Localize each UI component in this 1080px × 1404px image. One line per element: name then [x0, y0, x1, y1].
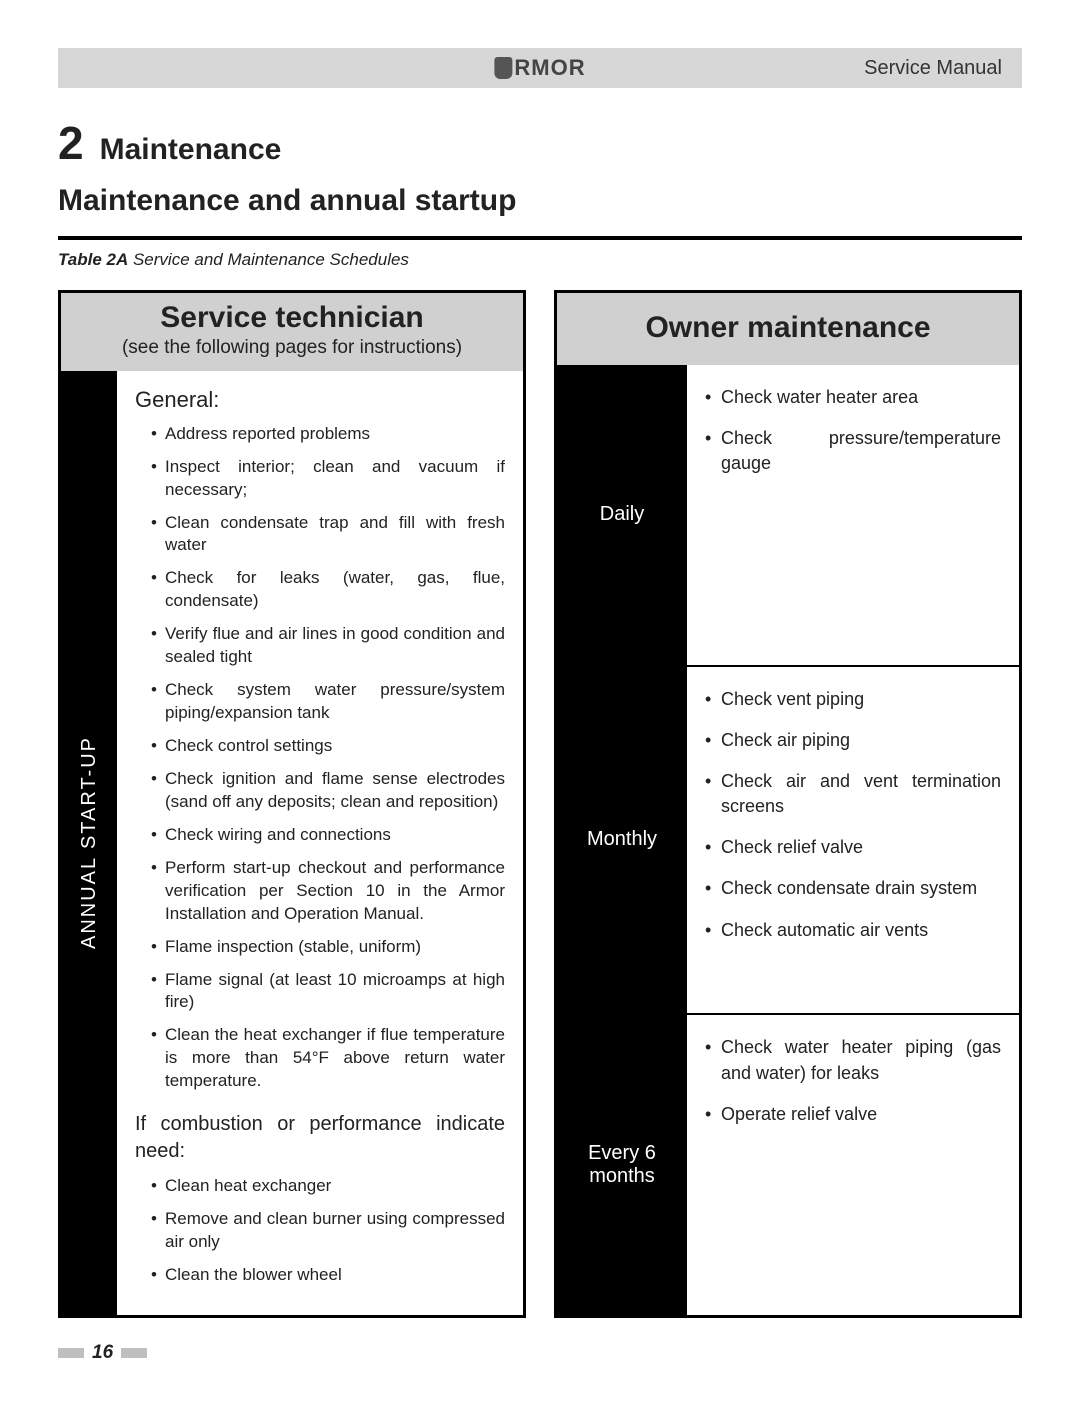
list-item: Check automatic air vents: [705, 918, 1001, 943]
list-item: Clean heat exchanger: [151, 1175, 505, 1198]
service-tech-title: Service technician: [71, 301, 513, 335]
footer-box-icon: [58, 1348, 84, 1358]
chapter-heading: 2 Maintenance: [58, 116, 1022, 170]
service-tech-content: General: Address reported problems Inspec…: [117, 371, 523, 1315]
doc-header: RMOR Service Manual: [58, 48, 1022, 88]
service-technician-card: Service technician (see the following pa…: [58, 290, 526, 1318]
list-item: Check relief valve: [705, 835, 1001, 860]
page-footer: 16: [58, 1342, 1022, 1364]
annual-startup-label: ANNUAL START-UP: [61, 371, 117, 1315]
table-caption: Table 2A Service and Maintenance Schedul…: [58, 250, 1022, 270]
subsection-title: Maintenance and annual startup: [58, 184, 1022, 218]
owner-row: Daily Check water heater area Check pressu…: [557, 365, 1019, 665]
doc-type-label: Service Manual: [864, 57, 1002, 80]
owner-row: Every 6 months Check water heater piping …: [557, 1013, 1019, 1315]
list-item: Check wiring and connections: [151, 824, 505, 847]
list-item: Verify flue and air lines in good condit…: [151, 623, 505, 669]
chapter-number: 2: [58, 116, 84, 170]
list-item: Check control settings: [151, 735, 505, 758]
list-item: Operate relief valve: [705, 1102, 1001, 1127]
brand-text: RMOR: [514, 55, 585, 81]
card-header: Service technician (see the following pa…: [61, 293, 523, 371]
list-item: Check air piping: [705, 728, 1001, 753]
list-item: Check condensate drain system: [705, 876, 1001, 901]
table-caption-text: Service and Maintenance Schedules: [133, 250, 409, 269]
list-item: Check ignition and flame sense electrode…: [151, 768, 505, 814]
page-number: 16: [92, 1342, 113, 1364]
list-item: Check for leaks (water, gas, flue, conde…: [151, 567, 505, 613]
owner-body: Daily Check water heater area Check pressu…: [557, 365, 1019, 1315]
if-combustion-list: Clean heat exchanger Remove and clean bur…: [135, 1175, 505, 1287]
list-item: Perform start-up checkout and performanc…: [151, 857, 505, 926]
owner-maintenance-card: Owner maintenance DailyCheck water heate…: [554, 290, 1022, 1318]
general-list: Address reported problems Inspect interio…: [135, 423, 505, 1094]
list-item: Clean the heat exchanger if flue tempera…: [151, 1024, 505, 1093]
footer-box-icon: [121, 1348, 147, 1358]
divider: [58, 236, 1022, 240]
list-item: Flame signal (at least 10 microamps at h…: [151, 969, 505, 1015]
list-item: Check water heater piping (gas and water…: [705, 1035, 1001, 1085]
brand-logo: RMOR: [494, 55, 585, 81]
list-item: Check air and vent termination screens: [705, 769, 1001, 819]
service-tech-subtitle: (see the following pages for instruction…: [71, 337, 513, 359]
list-item: Check water heater area: [705, 385, 1001, 410]
list-item: Address reported problems: [151, 423, 505, 446]
period-cell: Monthly: [557, 667, 687, 1014]
list-item: Inspect interior; clean and vacuum if ne…: [151, 456, 505, 502]
list-item: Clean condensate trap and fill with fres…: [151, 512, 505, 558]
table-caption-label: Table 2A: [58, 250, 128, 269]
owner-items: Check water heater piping (gas and water…: [687, 1015, 1019, 1315]
owner-row: Monthly Check vent piping Check air piping…: [557, 665, 1019, 1014]
period-cell: Every 6 months: [557, 1015, 687, 1315]
list-item: Flame inspection (stable, uniform): [151, 936, 505, 959]
general-label: General:: [135, 385, 505, 415]
card-header: Owner maintenance: [557, 293, 1019, 365]
list-item: Check system water pressure/system pipin…: [151, 679, 505, 725]
list-item: Remove and clean burner using compressed…: [151, 1208, 505, 1254]
if-combustion-label: If combustion or performance indicate ne…: [135, 1111, 505, 1165]
chapter-title: Maintenance: [100, 133, 282, 167]
list-item: Check pressure/temperature gauge: [705, 426, 1001, 476]
list-item: Check vent piping: [705, 687, 1001, 712]
shield-icon: [494, 57, 512, 79]
period-cell: Daily: [557, 365, 687, 665]
list-item: Clean the blower wheel: [151, 1264, 505, 1287]
owner-items: Check water heater area Check pressure/te…: [687, 365, 1019, 665]
owner-title: Owner maintenance: [567, 311, 1009, 345]
owner-items: Check vent piping Check air piping Check a…: [687, 667, 1019, 1014]
